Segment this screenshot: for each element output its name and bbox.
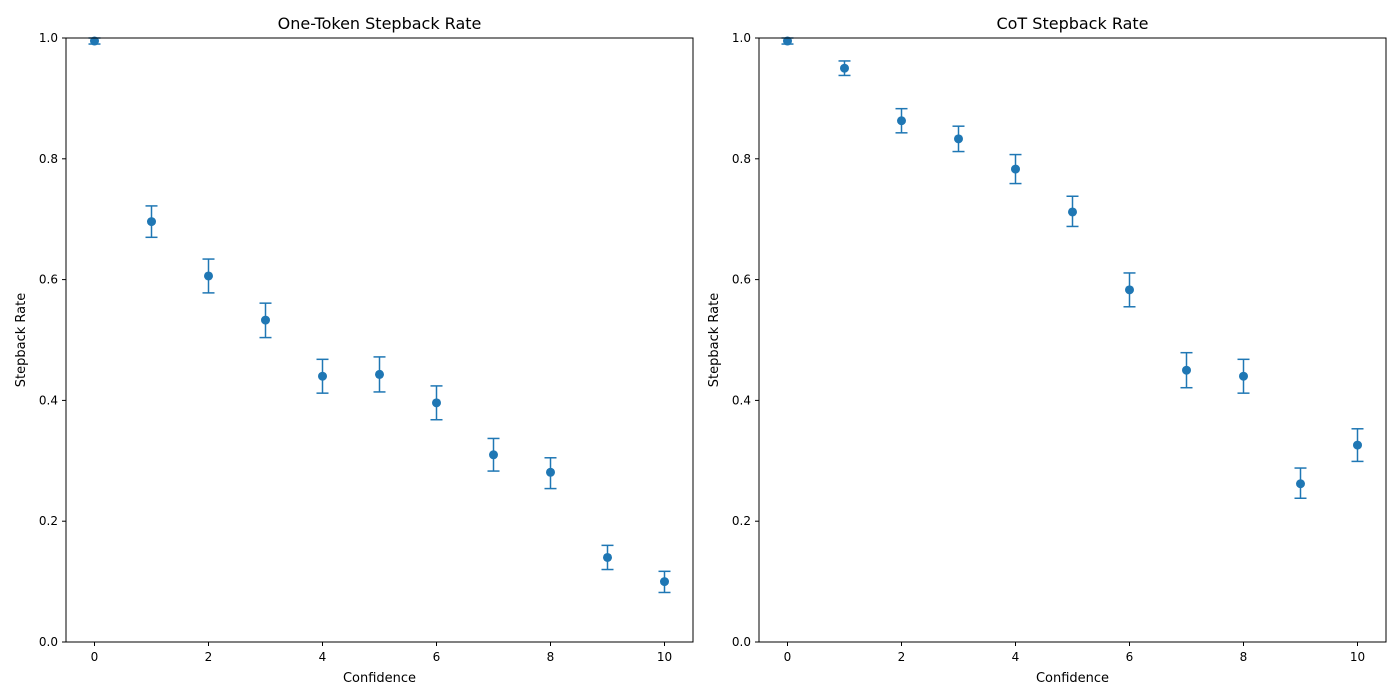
y-tick-label: 0.2 (39, 514, 58, 528)
data-point (603, 552, 612, 562)
data-point (1182, 365, 1191, 375)
x-tick-label: 0 (91, 650, 99, 664)
data-point (318, 371, 327, 381)
x-tick-label: 4 (1012, 650, 1020, 664)
data-point (1353, 440, 1362, 450)
data-point (1296, 479, 1305, 489)
x-tick-label: 8 (1240, 650, 1248, 664)
data-point (546, 467, 555, 477)
x-tick-label: 6 (433, 650, 441, 664)
data-point (261, 315, 270, 325)
data-point (954, 134, 963, 144)
data-point (660, 577, 669, 587)
y-tick-label: 0.8 (39, 152, 58, 166)
data-point (432, 398, 441, 408)
plot-area-frame (65, 37, 694, 643)
data-point (1239, 371, 1248, 381)
y-tick-label: 1.0 (732, 31, 751, 45)
x-axis-label: Confidence (343, 671, 416, 686)
chart-one-token: One-Token Stepback Rate Confidence Stepbac… (14, 14, 694, 686)
y-tick-label: 0.6 (732, 273, 751, 287)
data-point (897, 116, 906, 126)
data-point (375, 369, 384, 379)
y-tick-label: 0.4 (39, 393, 58, 407)
y-axis-label: Stepback Rate (707, 293, 722, 387)
data-point (1125, 285, 1134, 295)
y-tick-label: 0.8 (732, 152, 751, 166)
data-point (1068, 207, 1077, 217)
data-point (783, 36, 792, 46)
plot-area-frame (758, 37, 1387, 643)
x-axis-label: Confidence (1036, 671, 1109, 686)
y-tick-label: 0.2 (732, 514, 751, 528)
x-tick-label: 4 (319, 650, 327, 664)
x-tick-label: 2 (898, 650, 906, 664)
y-tick-label: 0.4 (732, 393, 751, 407)
chart-cot: CoT Stepback Rate Confidence Stepback Rate… (707, 14, 1387, 686)
y-tick-label: 0.6 (39, 273, 58, 287)
chart-title: One-Token Stepback Rate (278, 14, 482, 33)
y-axis-label: Stepback Rate (14, 293, 29, 387)
y-tick-label: 0.0 (732, 635, 751, 649)
y-tick-label: 1.0 (39, 31, 58, 45)
x-tick-label: 10 (657, 650, 672, 664)
y-tick-label: 0.0 (39, 635, 58, 649)
x-tick-label: 0 (784, 650, 792, 664)
x-tick-label: 8 (547, 650, 555, 664)
data-point (489, 450, 498, 460)
data-point (840, 63, 849, 73)
x-tick-label: 2 (205, 650, 213, 664)
chart-title: CoT Stepback Rate (996, 14, 1148, 33)
x-tick-label: 6 (1126, 650, 1134, 664)
data-point (147, 217, 156, 227)
data-point (1011, 164, 1020, 174)
x-tick-label: 10 (1350, 650, 1365, 664)
data-point (90, 36, 99, 46)
data-point (204, 271, 213, 281)
